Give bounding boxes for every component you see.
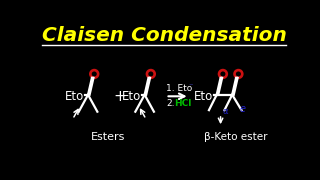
Text: Eto: Eto xyxy=(122,90,141,103)
Text: 1. Eto: 1. Eto xyxy=(166,84,193,93)
Text: Eto: Eto xyxy=(194,90,213,103)
Text: Esters: Esters xyxy=(91,132,125,142)
Text: Claisen Condensation: Claisen Condensation xyxy=(42,26,286,45)
Text: e: e xyxy=(240,104,246,114)
Text: α: α xyxy=(223,107,228,116)
Text: ⁻: ⁻ xyxy=(188,82,192,91)
Text: HCl: HCl xyxy=(174,100,191,109)
Text: 2.: 2. xyxy=(166,100,175,109)
Text: +: + xyxy=(114,89,126,104)
Text: Eto: Eto xyxy=(65,90,84,103)
Text: β-Keto ester: β-Keto ester xyxy=(204,132,267,142)
